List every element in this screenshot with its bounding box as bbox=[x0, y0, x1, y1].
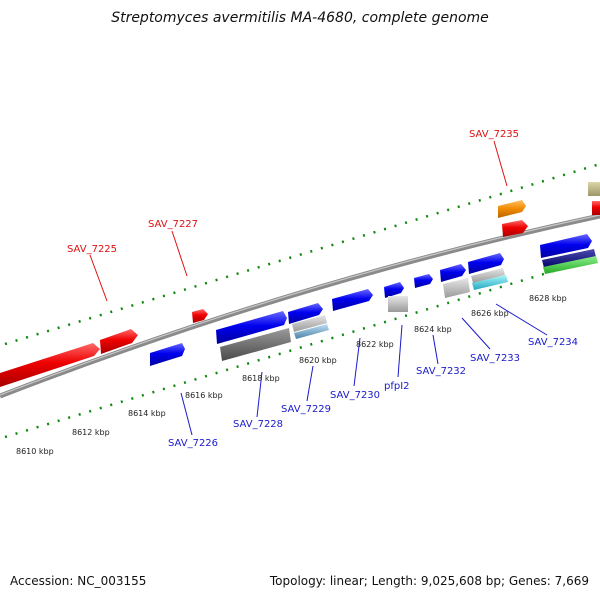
scale-tick-label: 8628 kbp bbox=[529, 294, 567, 303]
gene-label-sav-7235[interactable]: SAV_7235 bbox=[469, 129, 519, 140]
reverse-tick-track bbox=[4, 255, 600, 439]
leader-sav-7233 bbox=[461, 317, 491, 350]
gene-label-sav-7227[interactable]: SAV_7227 bbox=[148, 219, 198, 230]
scale-tick-label: 8626 kbp bbox=[471, 309, 509, 318]
scale-tick-label: 8618 kbp bbox=[242, 374, 280, 383]
scale-tick-label: 8620 kbp bbox=[299, 356, 337, 365]
scale-tick-label: 8614 kbp bbox=[128, 409, 166, 418]
gene-arrow-sav-7225[interactable] bbox=[100, 329, 138, 354]
feature-bar-sav-7229-grey[interactable] bbox=[292, 315, 327, 332]
scale-tick-label: 8622 kbp bbox=[356, 340, 394, 349]
gene-arrow-sav-7235[interactable] bbox=[502, 220, 528, 237]
leader-pfpi2 bbox=[397, 324, 403, 378]
gene-label-sav-7230[interactable]: SAV_7230 bbox=[330, 390, 380, 401]
leader-sav-7225 bbox=[89, 254, 108, 302]
gene-label-sav-7233[interactable]: SAV_7233 bbox=[470, 353, 520, 364]
feature-bar-sav-7233[interactable] bbox=[443, 278, 470, 298]
gene-arrow-sav-7232[interactable] bbox=[414, 274, 433, 288]
gene-arrow-pfpi2[interactable] bbox=[384, 282, 404, 298]
gene-arrow-sav-7236[interactable] bbox=[540, 234, 592, 258]
gene-label-sav-7228[interactable]: SAV_7228 bbox=[233, 419, 283, 430]
scale-tick-label: 8612 kbp bbox=[72, 428, 110, 437]
gene-arrow-sav-7227[interactable] bbox=[192, 309, 208, 323]
gene-arrow-sav-7230[interactable] bbox=[332, 289, 373, 311]
leader-sav-7230 bbox=[353, 337, 361, 387]
gene-label-sav-7225[interactable]: SAV_7225 bbox=[67, 244, 117, 255]
leader-sav-7234 bbox=[495, 303, 548, 336]
leader-sav-7229 bbox=[306, 365, 314, 402]
scale-tick-label: 8624 kbp bbox=[414, 325, 452, 334]
gene-arrow-partial-red[interactable] bbox=[592, 201, 600, 215]
gene-arrow-sav-7228[interactable] bbox=[216, 311, 287, 344]
gene-label-sav-7232[interactable]: SAV_7232 bbox=[416, 366, 466, 377]
gene-label-sav-7226[interactable]: SAV_7226 bbox=[168, 438, 218, 449]
gene-label-pfpi2[interactable]: pfpI2 bbox=[384, 381, 410, 392]
scale-tick-label: 8616 kbp bbox=[185, 391, 223, 400]
gene-arrow-orange[interactable] bbox=[498, 200, 526, 218]
genome-backbone bbox=[0, 213, 600, 399]
gene-label-sav-7234[interactable]: SAV_7234 bbox=[528, 337, 578, 348]
forward-tick-track bbox=[4, 162, 600, 346]
scale-tick-label: 8610 kbp bbox=[16, 447, 54, 456]
gene-arrow-sav-7226[interactable] bbox=[150, 343, 185, 366]
leader-sav-7235 bbox=[493, 140, 508, 187]
gene-arrow-sav-7224[interactable] bbox=[0, 343, 100, 387]
feature-bar-sav-7234-grey[interactable] bbox=[471, 268, 505, 283]
feature-bar-green[interactable] bbox=[543, 256, 598, 274]
feature-bar-pfpi2[interactable] bbox=[388, 296, 408, 312]
gene-arrow-sav-7229[interactable] bbox=[288, 303, 323, 324]
leader-sav-7232 bbox=[432, 334, 439, 365]
genome-backbone-highlight bbox=[0, 214, 600, 396]
leader-sav-7228 bbox=[256, 371, 263, 418]
gene-arrow-sav-7234[interactable] bbox=[468, 253, 504, 274]
leader-sav-7227 bbox=[171, 230, 188, 277]
accession-text: Accession: NC_003155 bbox=[10, 574, 147, 588]
feature-bar-sav-7234-cyan[interactable] bbox=[472, 275, 508, 290]
genome-title: Streptomyces avermitilis MA-4680, comple… bbox=[111, 10, 489, 26]
gene-arrow-sav-7233[interactable] bbox=[440, 264, 466, 282]
feature-bar-sav-7229-steel[interactable] bbox=[294, 324, 329, 339]
feature-bar-sav-7228[interactable] bbox=[220, 328, 291, 361]
gene-label-sav-7229[interactable]: SAV_7229 bbox=[281, 404, 331, 415]
genome-summary-text: Topology: linear; Length: 9,025,608 bp; … bbox=[269, 574, 589, 588]
gene-arrow-partial-tan[interactable] bbox=[588, 182, 600, 196]
leader-sav-7226 bbox=[180, 392, 193, 436]
feature-bar-navy[interactable] bbox=[542, 249, 596, 268]
